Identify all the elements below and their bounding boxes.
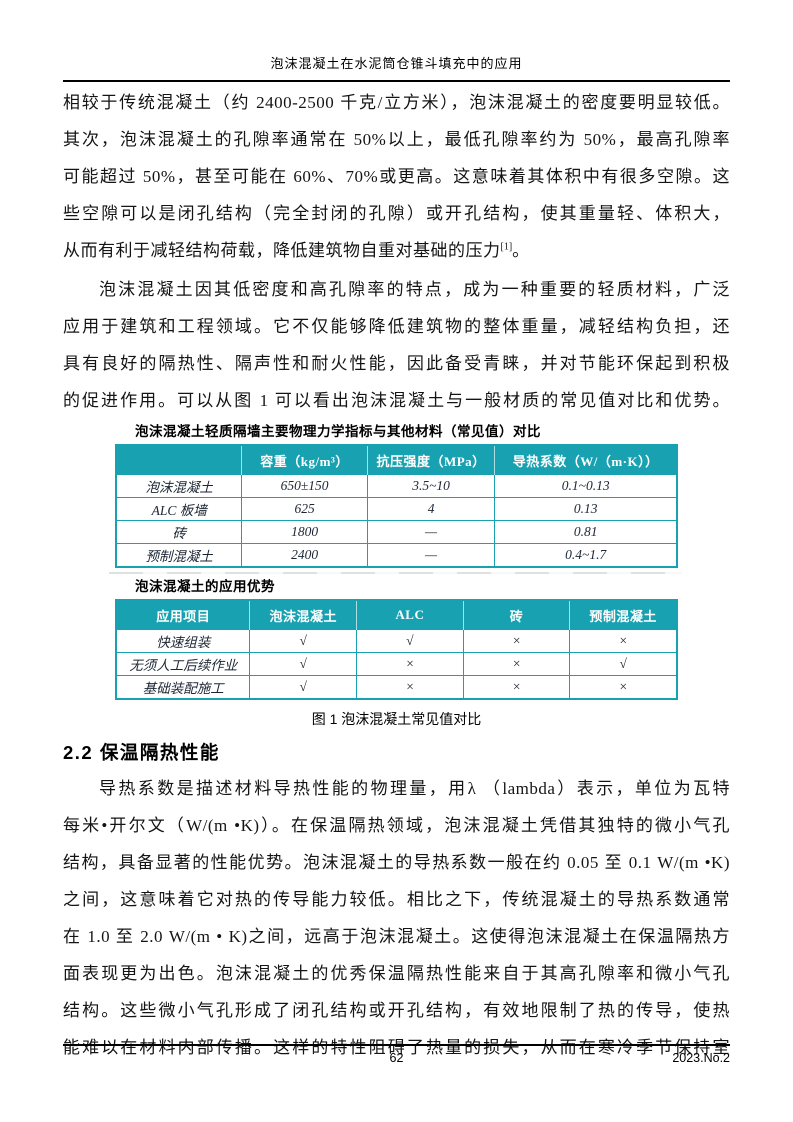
table-cell: 砖: [115, 520, 243, 544]
table-row: 预制混凝土 2400—0.4~1.7: [115, 543, 678, 568]
table-row: ALC 板墙 625 4 0.13: [115, 497, 678, 521]
table-cell: ×: [356, 652, 464, 676]
table-cell: —: [366, 543, 496, 568]
table-row: 泡沫混凝土 650±150 3.5~10 0.1~0.13: [115, 474, 678, 498]
table-cell: 泡沫混凝土: [115, 474, 243, 498]
table-header-cell: [116, 445, 243, 475]
table-header-row: 容重（kg/m³） 抗压强度（MPa） 导热系数（W/（m·K））: [116, 445, 678, 475]
text-line: 结构。这些微小气孔形成了闭孔结构或开孔结构，有效地限制了热的传导，使热: [63, 1001, 730, 1020]
table-header-cell: 预制混凝土: [569, 600, 678, 630]
table-row: 基础装配施工 √ × × ×: [115, 675, 678, 700]
table-header-cell: 导热系数（W/（m·K））: [494, 445, 678, 475]
running-header-title: 泡沫混凝土在水泥筒仓锥斗填充中的应用: [270, 56, 523, 71]
figure-gap: [109, 568, 682, 578]
text-line: 的促进作用。可以从图 1 可以看出泡沫混凝土与一般材质的常见值对比和优势。: [63, 391, 730, 410]
table-cell: 基础装配施工: [115, 675, 251, 700]
table-cell: 1800: [241, 520, 368, 544]
table-cell: 625: [241, 497, 368, 521]
table-header-cell: ALC: [356, 600, 464, 630]
table-cell: 无须人工后续作业: [115, 652, 251, 676]
issue-number: 2023.No.2: [672, 1051, 730, 1065]
text-line: 导热系数是描述材料导热性能的物理量，用λ （lambda）表示，单位为瓦特: [99, 779, 730, 798]
table-header-row: 应用项目 泡沫混凝土 ALC 砖预制混凝土: [116, 600, 678, 630]
table-cell: ×: [569, 629, 678, 653]
table-cell: ×: [462, 675, 571, 700]
citation-ref: [1]: [500, 241, 513, 253]
physical-properties-table: 容重（kg/m³） 抗压强度（MPa） 导热系数（W/（m·K）） 泡沫混凝土 650±…: [115, 444, 678, 568]
text-segment: 从而有利于减轻结构荷载，降低建筑物自重对基础的压力: [63, 241, 501, 260]
table-cell: 0.81: [494, 520, 678, 544]
text-line: 面表现更为出色。泡沫混凝土的优秀保温隔热性能来自于其高孔隙率和微小气孔: [63, 964, 730, 983]
paragraph-3: 导热系数是描述材料导热性能的物理量，用λ （lambda）表示，单位为瓦特 每米…: [63, 770, 730, 1066]
table-cell: 0.4~1.7: [494, 543, 678, 568]
header-divider: [63, 80, 730, 82]
table-header-cell: 抗压强度（MPa）: [367, 445, 496, 475]
text-line: 每米•开尔文（W/(m •K)）。在保温隔热领域，泡沫混凝土凭借其独特的微小气孔: [63, 816, 730, 835]
page-number: 62: [389, 1051, 404, 1065]
table-cell: √: [249, 652, 358, 676]
paragraph-2: 泡沫混凝土因其低密度和高孔隙率的特点，成为一种重要的轻质材料，广泛 应用于建筑和…: [63, 271, 730, 419]
table-cell: √: [249, 675, 358, 700]
table-cell: ALC 板墙: [115, 497, 243, 521]
text-line: 些空隙可以是闭孔结构（完全封闭的孔隙）或开孔结构，使其重量轻、体积大，: [63, 204, 730, 223]
table-cell: 0.13: [494, 497, 678, 521]
table-cell: √: [356, 629, 464, 653]
text-line: 结构，具备显著的性能优势。泡沫混凝土的导热系数一般在约 0.05 至 0.1 W…: [63, 853, 730, 872]
table-header-cell: 应用项目: [116, 600, 251, 630]
table-header-cell: 砖: [463, 600, 571, 630]
text-line: 在 1.0 至 2.0 W/(m • K)之间，远高于泡沫混凝土。这使得泡沫混凝…: [63, 927, 730, 946]
text-line: 应用于建筑和工程领域。它不仅能够降低建筑物的整体重量，减轻结构负担，还: [63, 317, 730, 336]
text-line: 从而有利于减轻结构荷载，降低建筑物自重对基础的压力[1]。: [63, 232, 730, 269]
table-header-cell: 泡沫混凝土: [249, 600, 358, 630]
table-header-cell: 容重（kg/m³）: [241, 445, 368, 475]
table-row: 砖 1800—0.81: [115, 520, 678, 544]
text-line: 相较于传统混凝土（约 2400-2500 千克/立方米），泡沫混凝土的密度要明显…: [63, 93, 730, 112]
text-line: 能难以在材料内部传播。这样的特性阻碍了热量的损失，从而在寒冷季节保持室: [63, 1038, 730, 1057]
text-line: 泡沫混凝土因其低密度和高孔隙率的特点，成为一种重要的轻质材料，广泛: [99, 280, 730, 299]
table-cell: 3.5~10: [366, 474, 496, 498]
table-cell: √: [249, 629, 358, 653]
table-cell: ×: [356, 675, 464, 700]
table-cell: 0.1~0.13: [494, 474, 678, 498]
table-cell: √: [569, 652, 678, 676]
table-cell: ×: [462, 652, 571, 676]
paragraph-1: 相较于传统混凝土（约 2400-2500 千克/立方米），泡沫混凝土的密度要明显…: [63, 84, 730, 269]
text-line: 具有良好的隔热性、隔声性和耐火性能，因此备受青睐，并对节能环保起到积极: [63, 354, 730, 373]
table-title: 泡沫混凝土的应用优势: [135, 579, 275, 594]
figure-caption: 图 1 泡沫混凝土常见值对比: [311, 711, 482, 727]
table-cell: 4: [366, 497, 496, 521]
table-row: 无须人工后续作业 √ × × √: [115, 652, 678, 676]
page-footer: 62 2023.No.2: [63, 1044, 730, 1066]
text-line: 其次，泡沫混凝土的孔隙率通常在 50%以上，最低孔隙率约为 50%，最高孔隙率: [63, 130, 730, 149]
text-line: 之间，这意味着它对热的传导能力较低。相比之下，传统混凝土的导热系数通常: [63, 890, 730, 909]
table-cell: 2400: [241, 543, 368, 568]
scan-artifact: [109, 572, 682, 574]
figure-1: 泡沫混凝土轻质隔墙主要物理力学指标与其他材料（常见值）对比 容重（kg/m³）抗…: [109, 423, 682, 700]
application-advantages-table: 应用项目 泡沫混凝土 ALC 砖预制混凝土 快速组装 √ √ × × 无须人工后续作业 √ × × √ 基础…: [115, 599, 678, 700]
section-heading: 2.2 保温隔热性能: [63, 742, 220, 763]
table-cell: 快速组装: [115, 629, 251, 653]
footer-divider: [63, 1044, 730, 1046]
table-cell: 预制混凝土: [115, 543, 243, 568]
table-title: 泡沫混凝土轻质隔墙主要物理力学指标与其他材料（常见值）对比: [135, 424, 541, 439]
table-cell: ×: [462, 629, 571, 653]
table-cell: —: [366, 520, 496, 544]
table-cell: ×: [569, 675, 678, 700]
text-segment: 。: [512, 241, 530, 260]
table-cell: 650±150: [241, 474, 368, 498]
text-line: 可能超过 50%，甚至可能在 60%、70%或更高。这意味着其体积中有很多空隙。…: [63, 167, 730, 186]
table-row: 快速组装 √ √ × ×: [115, 629, 678, 653]
